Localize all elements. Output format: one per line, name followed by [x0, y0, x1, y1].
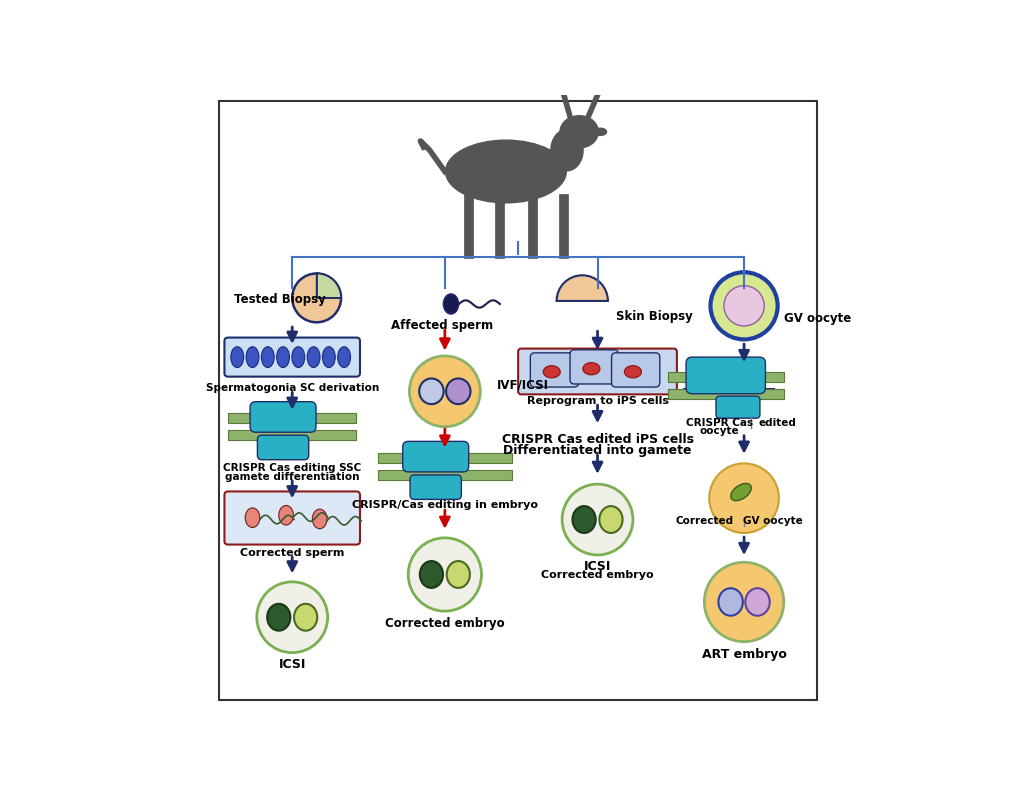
Text: CRISPR/Cas editing in embryo: CRISPR/Cas editing in embryo: [352, 500, 538, 510]
Ellipse shape: [550, 128, 583, 171]
Text: CRISPR Cas edited iPS cells: CRISPR Cas edited iPS cells: [501, 433, 694, 446]
Text: Corrected sperm: Corrected sperm: [240, 548, 345, 558]
Ellipse shape: [267, 603, 290, 630]
Ellipse shape: [593, 128, 608, 136]
Ellipse shape: [583, 362, 600, 375]
Text: Spermatogonia SC derivation: Spermatogonia SC derivation: [205, 383, 379, 393]
Ellipse shape: [277, 347, 289, 367]
Ellipse shape: [307, 347, 320, 367]
Circle shape: [408, 538, 481, 611]
Bar: [667, 389, 784, 399]
Text: Corrected: Corrected: [675, 516, 733, 527]
Ellipse shape: [445, 140, 567, 204]
FancyBboxPatch shape: [716, 396, 760, 418]
Ellipse shape: [447, 561, 470, 588]
Ellipse shape: [312, 509, 327, 529]
Circle shape: [705, 562, 784, 642]
Text: Corrected embryo: Corrected embryo: [541, 570, 654, 580]
Ellipse shape: [246, 508, 260, 527]
Text: CRISPR Cas: CRISPR Cas: [686, 418, 753, 427]
Ellipse shape: [446, 378, 470, 404]
Bar: [228, 431, 356, 440]
Wedge shape: [557, 275, 608, 301]
FancyBboxPatch shape: [519, 349, 677, 394]
Text: Skin Biopsy: Skin Biopsy: [616, 310, 693, 323]
Bar: [228, 413, 356, 423]
Ellipse shape: [572, 506, 595, 533]
Ellipse shape: [294, 603, 317, 630]
Text: IVF/ICSI: IVF/ICSI: [496, 379, 549, 392]
FancyBboxPatch shape: [612, 353, 660, 387]
Ellipse shape: [600, 506, 623, 533]
Text: Differentiated into gamete: Differentiated into gamete: [503, 444, 692, 458]
Text: GV oocyte: GV oocyte: [784, 312, 851, 325]
Ellipse shape: [543, 366, 560, 378]
Wedge shape: [316, 274, 341, 298]
FancyBboxPatch shape: [402, 442, 469, 472]
Text: Tested Biopsy: Tested Biopsy: [235, 293, 326, 306]
Circle shape: [711, 272, 777, 339]
Text: GV oocyte: GV oocyte: [743, 516, 804, 527]
FancyBboxPatch shape: [531, 353, 578, 387]
Ellipse shape: [246, 347, 259, 367]
FancyBboxPatch shape: [570, 350, 619, 384]
Circle shape: [409, 356, 480, 427]
FancyBboxPatch shape: [224, 492, 360, 545]
Ellipse shape: [262, 347, 274, 367]
Circle shape: [257, 582, 328, 653]
Circle shape: [562, 484, 633, 555]
FancyBboxPatch shape: [258, 435, 308, 460]
FancyBboxPatch shape: [250, 402, 316, 432]
Text: oocyte: oocyte: [700, 426, 739, 436]
Text: ART embryo: ART embryo: [702, 648, 787, 661]
Bar: [378, 470, 512, 480]
Ellipse shape: [745, 588, 769, 615]
FancyBboxPatch shape: [410, 475, 461, 500]
Ellipse shape: [559, 115, 600, 148]
Circle shape: [724, 285, 764, 326]
Ellipse shape: [625, 366, 642, 378]
Bar: [667, 373, 784, 381]
Ellipse shape: [292, 347, 304, 367]
Ellipse shape: [731, 484, 751, 500]
Text: edited: edited: [758, 418, 797, 427]
Text: ICSI: ICSI: [278, 658, 306, 671]
Text: CRISPR Cas editing SSC: CRISPR Cas editing SSC: [223, 463, 361, 473]
Text: ICSI: ICSI: [583, 561, 612, 573]
Text: Affected sperm: Affected sperm: [390, 320, 493, 332]
Ellipse shape: [338, 347, 351, 367]
Ellipse shape: [279, 505, 293, 525]
Ellipse shape: [323, 347, 336, 367]
Text: gamete differentiation: gamete differentiation: [225, 472, 360, 482]
Text: Corrected embryo: Corrected embryo: [385, 617, 504, 630]
Ellipse shape: [444, 294, 459, 314]
FancyBboxPatch shape: [686, 357, 765, 394]
Bar: [378, 453, 512, 463]
FancyBboxPatch shape: [224, 338, 360, 377]
Ellipse shape: [420, 378, 444, 404]
Text: Reprogram to iPS cells: Reprogram to iPS cells: [527, 396, 668, 406]
Ellipse shape: [719, 588, 743, 615]
Circle shape: [710, 463, 778, 533]
Circle shape: [292, 274, 341, 322]
Ellipse shape: [231, 347, 244, 367]
Bar: [683, 388, 774, 393]
Ellipse shape: [420, 561, 443, 588]
